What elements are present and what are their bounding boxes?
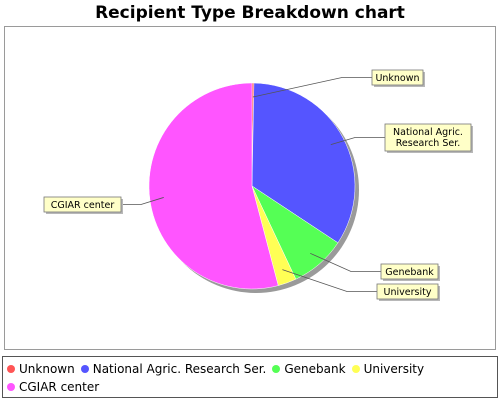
callout-box-2 — [380, 263, 439, 280]
callout-line-4 — [121, 197, 164, 205]
pie-slice-cgiar-center[interactable] — [148, 82, 279, 290]
callout-box-1 — [384, 123, 472, 152]
legend-label: National Agric. Research Ser. — [92, 362, 267, 376]
plot-area: Unknown National Agric. Research Ser. Geneb… — [4, 26, 496, 350]
callout-label-3: University — [384, 287, 432, 298]
chart-title: Recipient Type Breakdown chart — [95, 3, 405, 23]
callout-box-0 — [371, 69, 424, 86]
legend-label: Unknown — [19, 362, 75, 376]
legend-swatch — [272, 365, 281, 373]
legend-swatch — [7, 383, 15, 391]
legend-item: University — [351, 360, 425, 378]
callout-label-0: Unknown — [375, 73, 419, 84]
callout-line-1 — [330, 137, 385, 145]
pie-chart: Unknown National Agric. Research Ser. Geneb… — [43, 69, 473, 301]
callout-box-3 — [376, 283, 439, 300]
legend-item: National Agric. Research Ser. — [80, 360, 267, 378]
legend-item: Unknown — [7, 360, 75, 378]
callout-line-2 — [310, 252, 381, 272]
legend-swatch — [7, 365, 15, 373]
callout-label-4: CGIAR center — [51, 200, 115, 211]
callout-label-1: National Agric. Research Ser. — [393, 127, 463, 149]
legend-label: University — [363, 362, 425, 376]
callout-line-3 — [282, 269, 377, 292]
callout-label-2: Genebank — [385, 267, 434, 278]
legend-item: Genebank — [272, 360, 346, 378]
legend-item: CGIAR center — [7, 378, 99, 396]
legend-swatch — [351, 365, 360, 373]
legend-label: Genebank — [284, 362, 346, 376]
legend-swatch — [80, 365, 89, 373]
callout-box-4 — [43, 196, 122, 213]
legend-label: CGIAR center — [19, 380, 100, 394]
legend: Unknown National Agric. Research Ser. Gene… — [2, 356, 498, 398]
callout-line-0 — [252, 77, 372, 98]
